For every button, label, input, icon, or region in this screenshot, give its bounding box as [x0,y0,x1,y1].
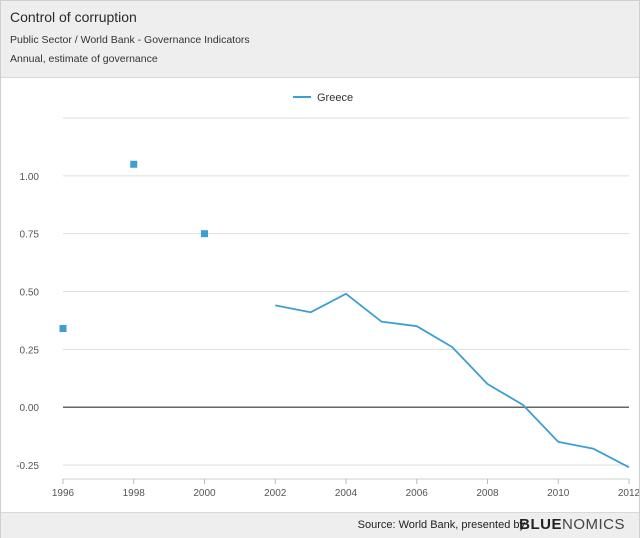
y-tick-label: 0.00 [20,403,40,414]
chart-title: Control of corruption [10,9,137,25]
data-point-2012 [628,466,630,468]
y-tick-label: 0.75 [20,230,40,241]
x-tick-label: 2006 [406,488,429,499]
series-line-greece [275,292,630,469]
data-point-2000 [201,230,208,238]
x-tick-label: 1998 [123,488,146,499]
brand-bold: BLUE [519,516,562,533]
data-point-2007 [451,346,453,348]
data-point-2010 [557,441,559,443]
legend-label: Greece [317,92,353,104]
x-tick-label: 2008 [476,488,499,499]
data-point-2002 [274,304,276,306]
brand-thin: NOMICS [562,516,625,533]
data-point-1996 [59,325,67,333]
x-tick-label: 2002 [264,488,287,499]
source-text: Source: World Bank, presented by [357,519,525,531]
data-point-2008 [487,383,489,385]
data-point-1998 [130,160,138,168]
chart-description: Annual, estimate of governance [10,53,158,65]
chart-footer: Source: World Bank, presented by BLUENOM… [1,512,639,538]
data-point-2006 [416,325,418,327]
x-tick-label: 2012 [618,488,639,499]
y-tick-label: 1.00 [20,172,40,183]
data-point-2004 [345,293,347,295]
data-point-2009 [522,404,524,406]
chart-header: Control of corruption Public Sector / Wo… [1,1,639,78]
x-tick-label: 2000 [193,488,216,499]
data-point-2011 [593,448,595,450]
brand-logo: BLUENOMICS [519,516,625,533]
x-tick-label: 1996 [52,488,75,499]
y-tick-label: 0.50 [20,288,40,299]
data-point-2005 [380,321,382,323]
chart-svg: -0.25 0.00 0.25 0.50 0.75 1.00 1996 1998 2000 200… [16,92,639,499]
y-tick-label: -0.25 [16,461,39,472]
y-tick-label: 0.25 [20,345,40,356]
x-tick-label: 2004 [335,488,358,499]
chart-subtitle: Public Sector / World Bank - Governance … [10,34,250,46]
data-point-2003 [310,311,312,313]
x-tick-label: 2010 [547,488,570,499]
